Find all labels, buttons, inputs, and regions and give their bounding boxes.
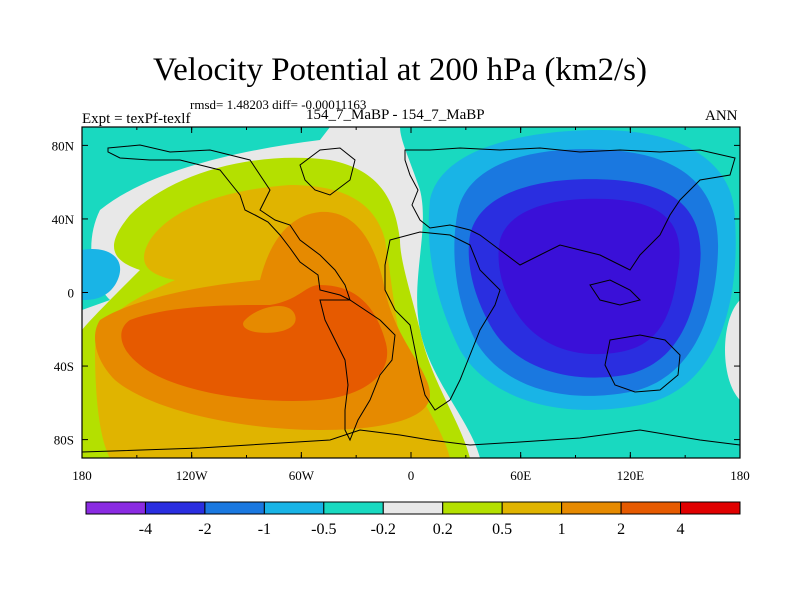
coastline-maritime-continent	[589, 279, 641, 306]
y-tick-label: 40S	[54, 359, 74, 374]
colorbar-label: 0.2	[433, 521, 453, 538]
colorbar-swatch	[204, 501, 265, 515]
x-tick-label: 180	[72, 468, 92, 483]
coastline-eurasia	[404, 147, 736, 271]
x-tick-label: 60E	[510, 468, 531, 483]
x-tick-label: 120W	[176, 468, 209, 483]
coastline-north-america	[107, 144, 351, 301]
x-tick-label: 120E	[617, 468, 645, 483]
colorbar-swatch	[144, 501, 206, 515]
colorbar: -4 -2 -1 -0.5 -0.2 0.2 0.5 1 2 4	[85, 501, 741, 538]
colorbar-label: 4	[677, 521, 685, 538]
colorbar-label: 0.5	[492, 521, 512, 538]
colorbar-label: -2	[198, 521, 211, 538]
colorbar-label: -1	[258, 521, 271, 538]
colorbar-swatch	[263, 501, 325, 515]
colorbar-swatch	[382, 501, 444, 515]
contour-pos-2-notch	[243, 305, 296, 333]
contour-fill-layer	[82, 127, 740, 458]
contour-pos-east-edge	[725, 300, 740, 400]
colorbar-label: -0.2	[371, 521, 396, 538]
y-tick-label: 0	[68, 286, 75, 301]
experiment-label: Expt = texPf-texlf	[82, 111, 191, 127]
colorbar-label: 2	[617, 521, 625, 538]
coastline-australia	[604, 334, 681, 393]
contour-neg-west-0.5	[82, 249, 121, 300]
axis-tick-labels: 180 120W 60W 0 60E 120E 180 80N 40N 0 40S 80S	[52, 138, 750, 483]
contour-neg-west-0.2	[82, 127, 330, 310]
y-tick-label: 80S	[54, 433, 74, 448]
y-tick-label: 80N	[52, 138, 75, 153]
axis-ticks	[81, 127, 741, 458]
coastline-greenland	[299, 147, 356, 196]
chart-title: Velocity Potential at 200 hPa (km2/s)	[152, 52, 648, 88]
coastline-antarctica	[82, 429, 740, 453]
case-label: 154_7_MaBP - 154_7_MaBP	[306, 107, 485, 123]
x-tick-label: 180	[730, 468, 750, 483]
colorbar-label: 1	[558, 521, 566, 538]
coastline-africa	[384, 231, 501, 411]
contour-pos-2	[121, 285, 388, 401]
colorbar-label: -4	[139, 521, 152, 538]
colorbar-label: -0.5	[311, 521, 336, 538]
coastlines	[82, 144, 740, 453]
contour-neg-4	[498, 198, 680, 355]
colorbar-swatch	[680, 501, 741, 515]
colorbar-swatch	[561, 501, 622, 515]
colorbar-swatch	[501, 501, 563, 515]
colorbar-swatch	[620, 501, 682, 515]
stats-label: rmsd= 1.48203 diff= -0.00011163	[190, 97, 367, 112]
colorbar-swatch	[323, 501, 384, 515]
coastline-south-america	[319, 299, 396, 442]
x-tick-label: 60W	[289, 468, 315, 483]
colorbar-swatch	[85, 501, 146, 515]
x-tick-label: 0	[408, 468, 415, 483]
colorbar-swatch	[442, 501, 503, 515]
y-tick-label: 40N	[52, 212, 75, 227]
season-label: ANN	[705, 108, 738, 124]
